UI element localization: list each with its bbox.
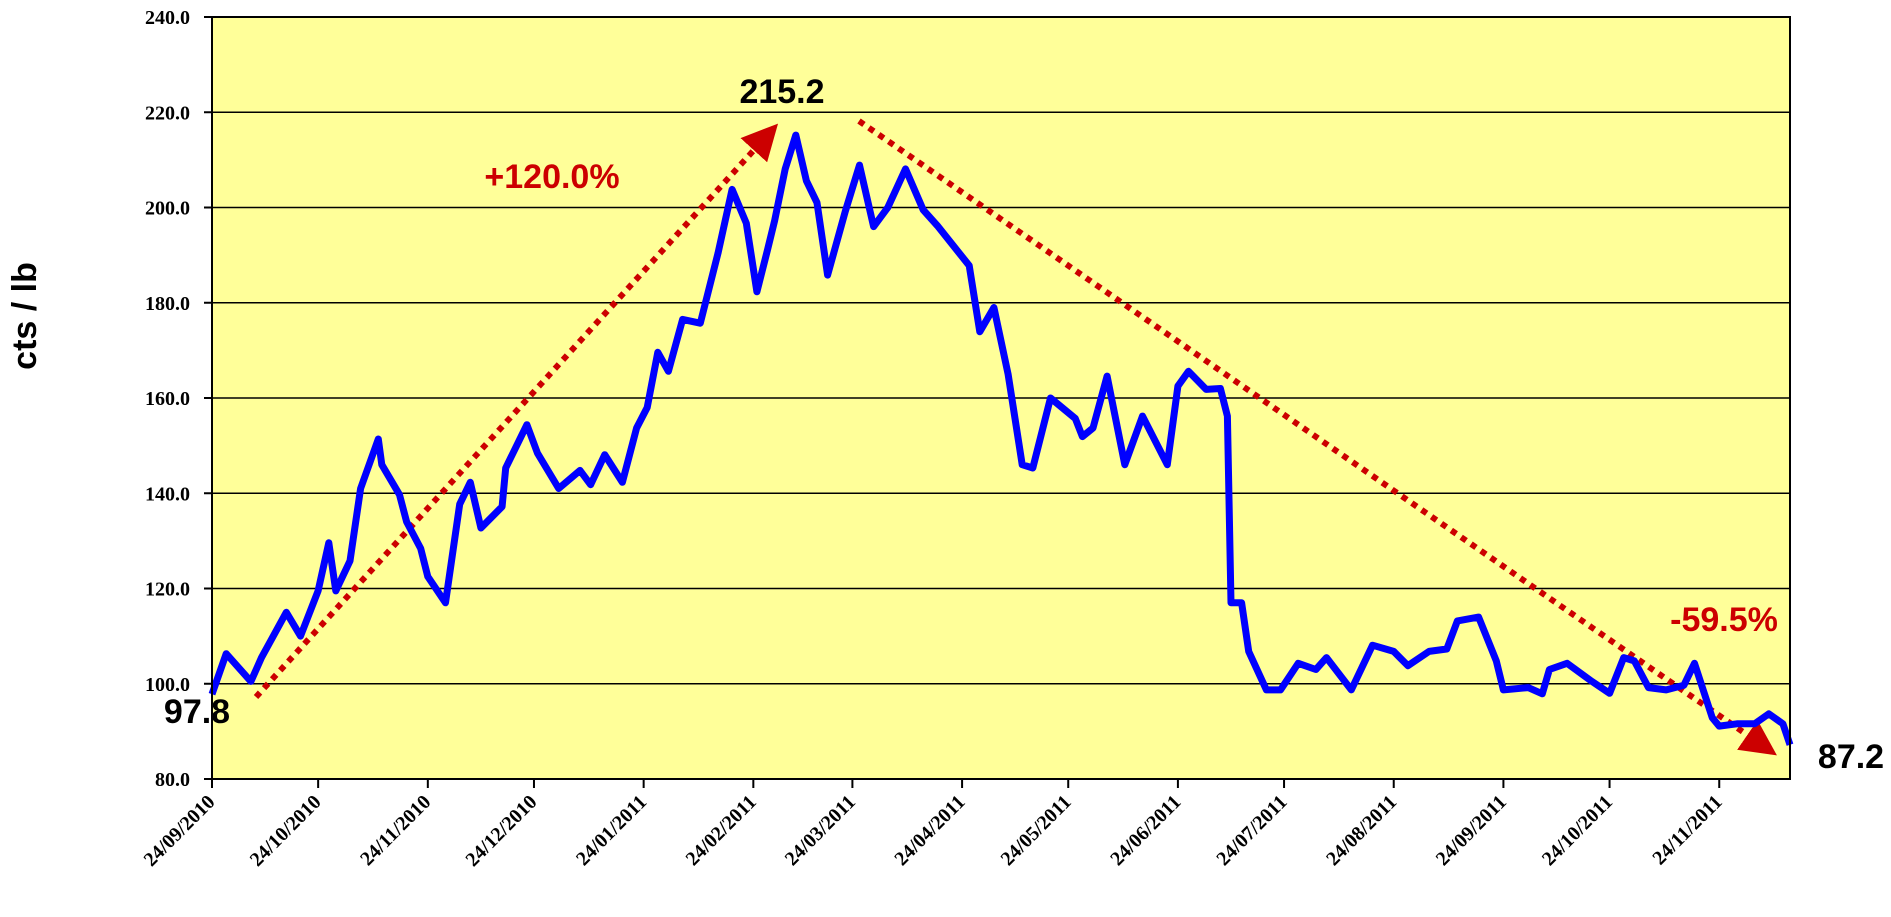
x-tick-label: 24/10/2011 [1538, 791, 1617, 870]
y-tick-label: 140.0 [145, 483, 190, 505]
annotation: 87.2 [1818, 738, 1884, 776]
annotation: -59.5% [1670, 601, 1778, 639]
x-tick-label: 24/01/2011 [572, 791, 651, 870]
x-tick-label: 24/08/2011 [1322, 791, 1401, 870]
y-tick-label: 100.0 [145, 674, 190, 696]
x-tick-label: 24/09/2010 [140, 791, 220, 871]
x-tick-label: 24/12/2010 [462, 791, 542, 871]
x-tick-label: 24/05/2011 [997, 791, 1076, 870]
series [208, 131, 1794, 746]
x-tick-label: 24/04/2011 [890, 791, 969, 870]
x-tick-label: 24/09/2011 [1432, 791, 1511, 870]
y-tick-label: 220.0 [145, 102, 190, 124]
x-tick-label: 24/10/2010 [246, 791, 326, 871]
price-line [208, 131, 1794, 746]
annotation: +120.0% [484, 158, 619, 196]
x-tick-label: 24/06/2011 [1106, 791, 1185, 870]
x-tick-label: 24/11/2011 [1648, 791, 1726, 869]
y-tick-label: 160.0 [145, 388, 190, 410]
rise-arrow [253, 123, 779, 700]
fall-arrow [857, 118, 1777, 756]
annotation: 215.2 [739, 73, 824, 111]
y-axis-label: cts / lb [6, 262, 44, 370]
y-tick-label: 240.0 [145, 7, 190, 29]
y-tick-label: 80.0 [155, 769, 190, 791]
x-tick-label: 24/07/2011 [1212, 791, 1291, 870]
x-tick-label: 24/03/2011 [781, 791, 860, 870]
annotation: 97.8 [164, 693, 230, 731]
grid [204, 16, 1790, 788]
x-tick-label: 24/11/2010 [356, 791, 435, 870]
y-tick-label: 120.0 [145, 579, 190, 601]
x-tick-label: 24/02/2011 [682, 791, 761, 870]
y-tick-label: 200.0 [145, 198, 190, 220]
y-tick-label: 180.0 [145, 293, 190, 315]
plot-border [211, 16, 1791, 780]
